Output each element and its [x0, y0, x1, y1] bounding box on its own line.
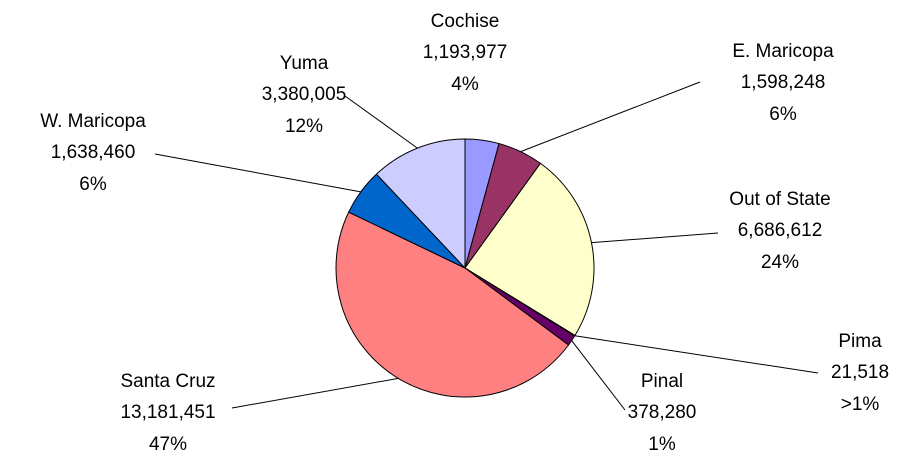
percent-label: 47% [149, 434, 187, 455]
percent-label: 6% [769, 104, 797, 125]
pie-slice [335, 211, 570, 398]
percent-label: 1% [648, 434, 676, 455]
slice-label: W. Maricopa [40, 111, 146, 132]
percent-label: 24% [761, 252, 799, 273]
leader-line [231, 377, 399, 409]
value-label: 13,181,451 [120, 402, 215, 423]
value-label: 1,598,248 [741, 72, 826, 93]
value-label: 1,193,977 [423, 42, 508, 63]
slice-label: Pima [838, 331, 882, 352]
value-label: 1,638,460 [51, 142, 136, 163]
slice-label: Out of State [729, 189, 830, 210]
value-label: 3,380,005 [262, 84, 347, 105]
percent-label: >1% [841, 394, 880, 415]
leader-line [591, 232, 719, 244]
slice-label: Cochise [431, 11, 500, 32]
slice-label: Pinal [641, 371, 683, 392]
leader-line [574, 335, 819, 374]
percent-label: 12% [285, 116, 323, 137]
leader-line [344, 95, 418, 149]
value-label: 6,686,612 [738, 220, 823, 241]
percent-label: 6% [79, 174, 107, 195]
leader-line [571, 340, 626, 411]
value-label: 21,518 [831, 362, 889, 383]
value-label: 378,280 [628, 402, 697, 423]
leader-line [520, 81, 701, 153]
slice-label: E. Maricopa [732, 41, 834, 62]
pie-slice [464, 162, 595, 337]
pie-slice [375, 138, 466, 270]
leader-line [154, 153, 361, 193]
percent-label: 4% [451, 74, 479, 95]
slice-label: Santa Cruz [120, 371, 215, 392]
slice-label: Yuma [280, 53, 329, 74]
